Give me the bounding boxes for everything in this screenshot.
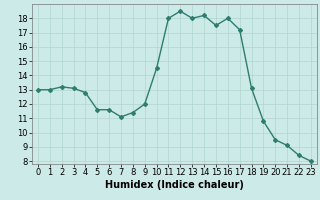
X-axis label: Humidex (Indice chaleur): Humidex (Indice chaleur) xyxy=(105,180,244,190)
